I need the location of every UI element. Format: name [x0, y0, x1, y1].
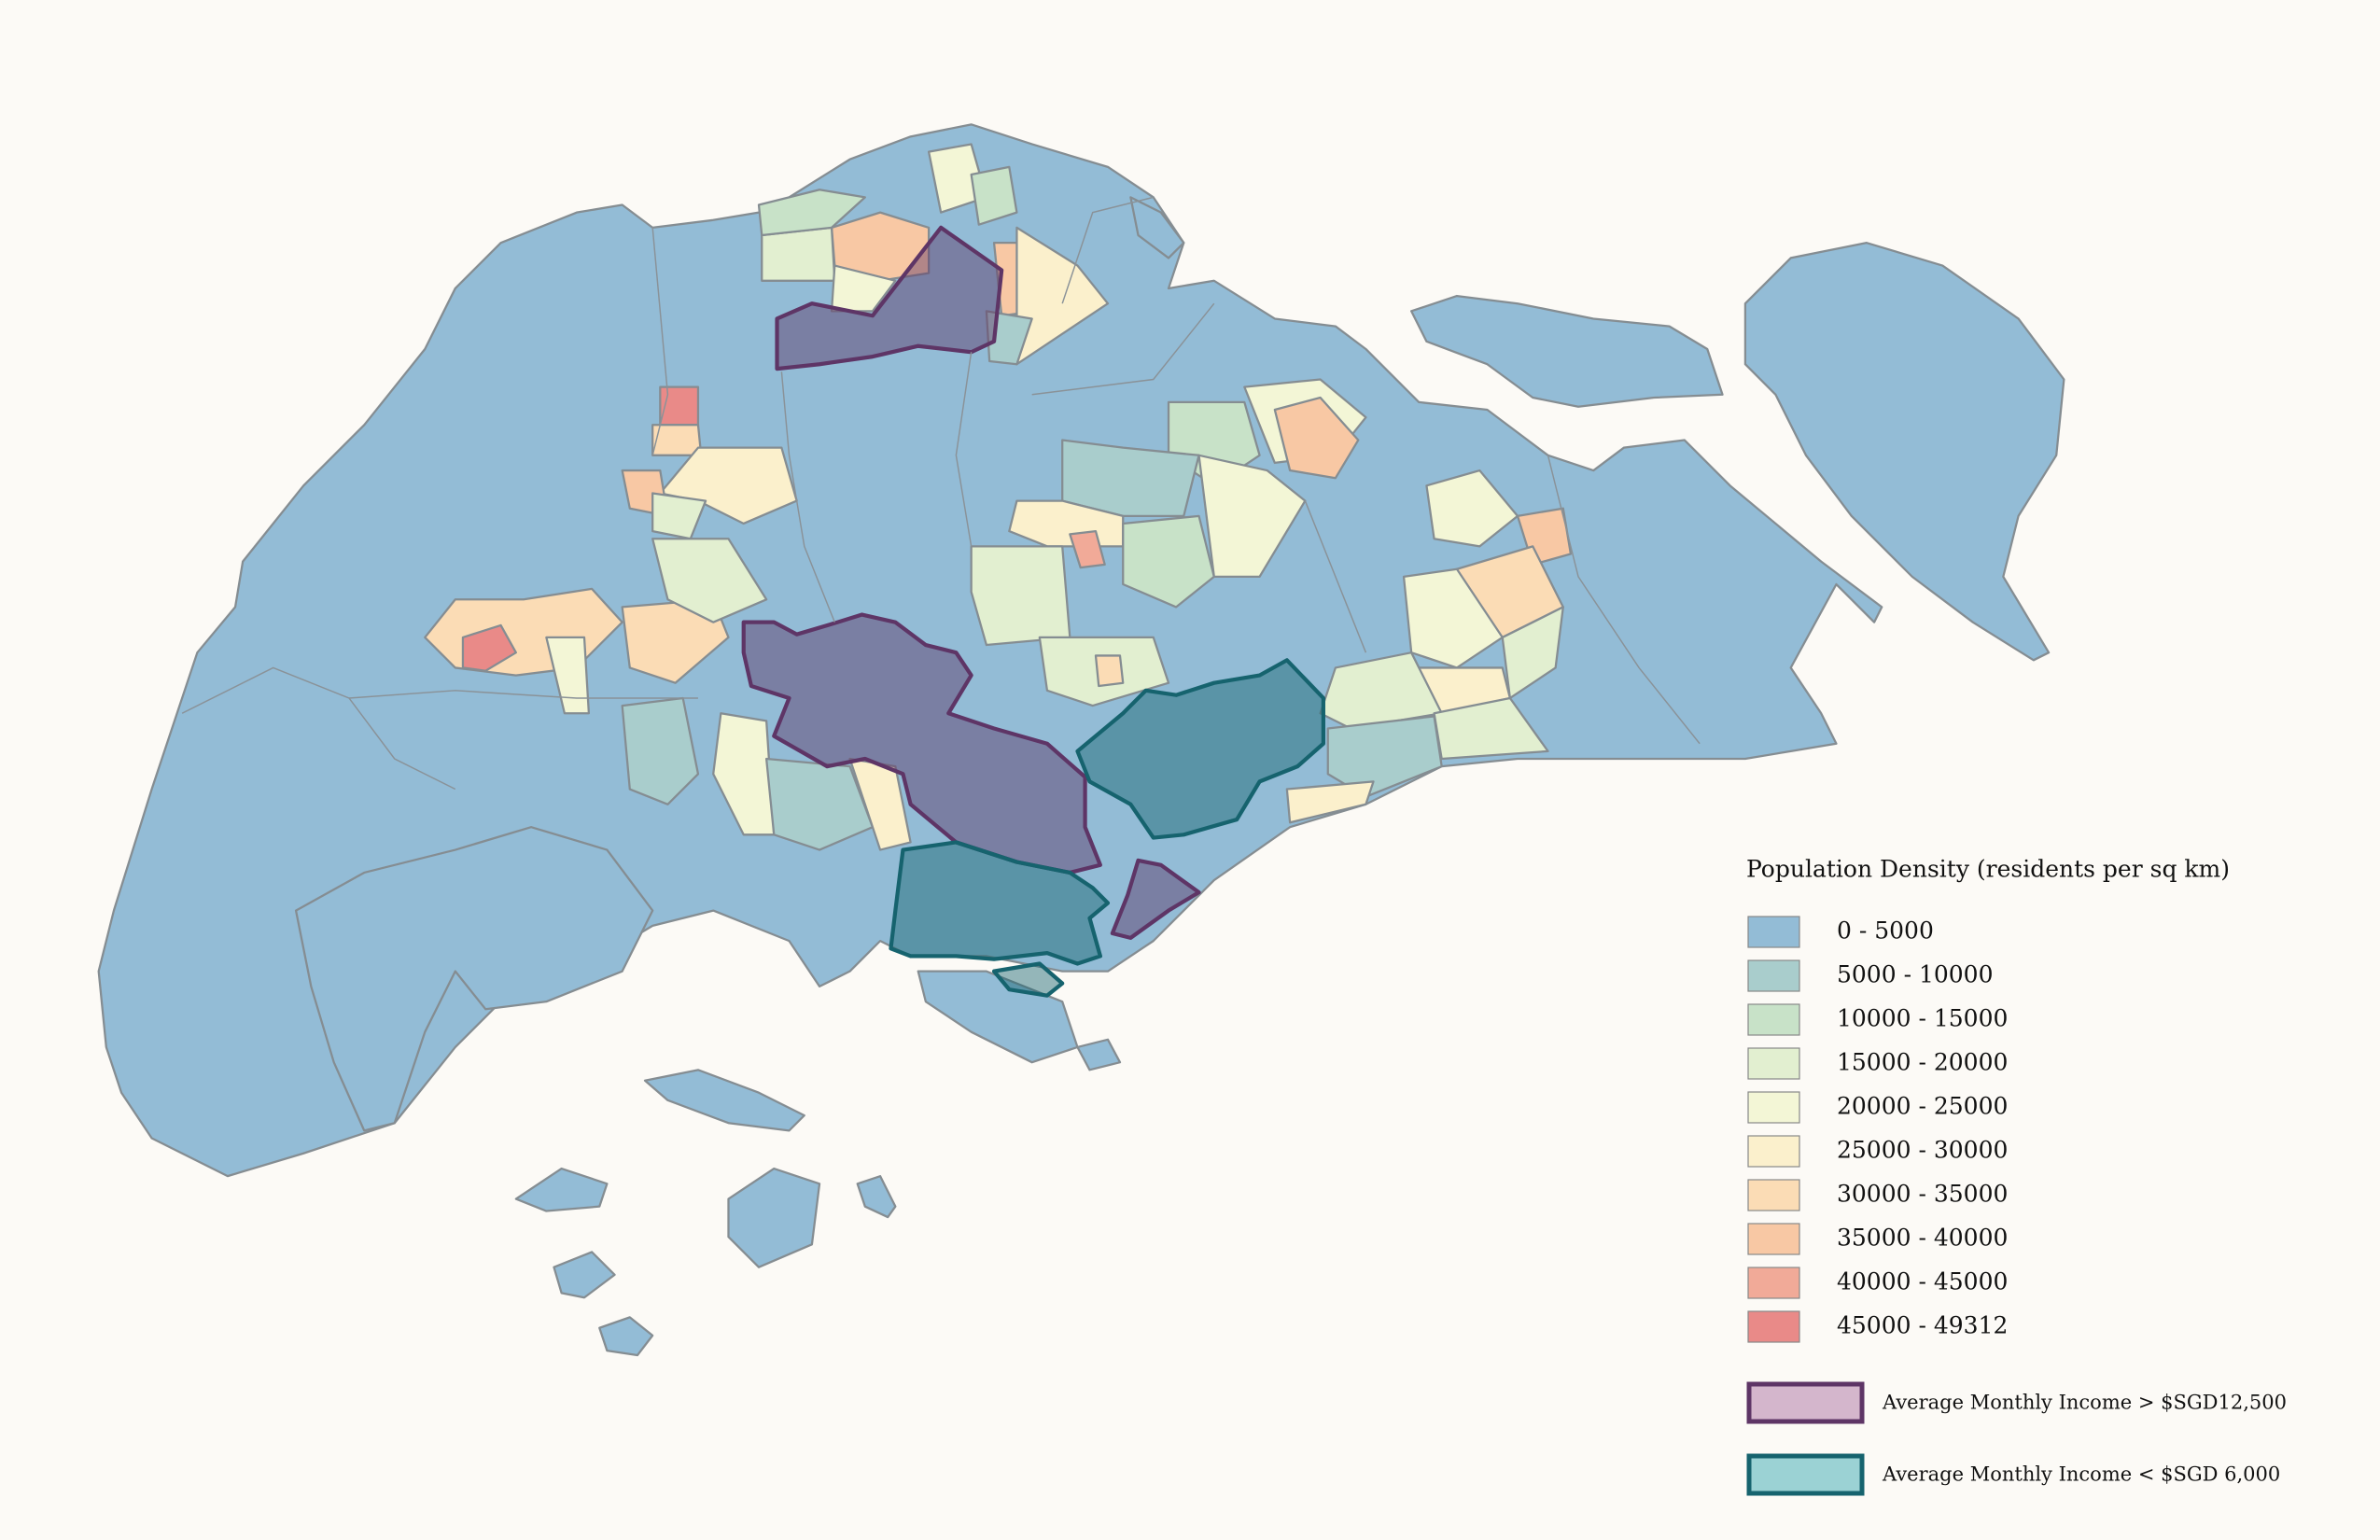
legend-label: 40000 - 45000 [1837, 1268, 2008, 1295]
district [761, 226, 836, 282]
legend-swatch [1747, 959, 1800, 992]
island [294, 826, 654, 1132]
district [1285, 780, 1375, 824]
legend-label: 35000 - 40000 [1837, 1225, 2008, 1252]
legend-label: 15000 - 20000 [1837, 1049, 2008, 1076]
income-label: Average Monthly Income > $SGD12,500 [1882, 1392, 2287, 1414]
legend-swatch [1747, 1003, 1800, 1036]
income-swatch [1746, 1381, 1865, 1424]
district [1501, 606, 1564, 700]
legend-label: 20000 - 25000 [1837, 1093, 2008, 1120]
district [830, 264, 897, 313]
district [712, 712, 776, 836]
district [1069, 529, 1106, 569]
legend-label: 25000 - 30000 [1837, 1137, 2008, 1164]
island [598, 1316, 654, 1357]
high-income-zone [741, 225, 1201, 940]
island [727, 1167, 821, 1268]
island [1076, 1038, 1122, 1071]
legend-label: 5000 - 10000 [1837, 961, 1994, 988]
legend-label: 45000 - 49312 [1837, 1312, 2008, 1339]
district [1197, 454, 1307, 579]
district [1326, 715, 1443, 798]
legend-label: 10000 - 15000 [1837, 1005, 2008, 1032]
legend-swatch [1747, 1223, 1800, 1255]
boundaries [181, 196, 1701, 791]
legend-label: 30000 - 35000 [1837, 1181, 2008, 1208]
legend-swatch [1747, 1091, 1800, 1124]
district [659, 385, 700, 427]
legend-swatch [1747, 1179, 1800, 1211]
legend: 0 - 5000 5000 - 10000 10000 - 15000 15000 -… [1746, 916, 2287, 1496]
district [621, 696, 700, 805]
district [1425, 469, 1519, 548]
district [970, 545, 1071, 647]
district [651, 538, 768, 623]
legend-title: Population Density (residents per sq km) [1746, 856, 2230, 883]
island [1129, 196, 1185, 259]
income-swatch [1746, 1453, 1865, 1496]
district [970, 165, 1018, 226]
district [1402, 567, 1504, 669]
district [461, 623, 517, 672]
island [514, 1167, 609, 1212]
low-income-zone [889, 658, 1325, 998]
island [856, 1175, 897, 1219]
district [1273, 396, 1360, 480]
island [1743, 242, 2065, 662]
legend-swatch [1747, 1047, 1800, 1080]
legend-swatch [1747, 1267, 1800, 1299]
island [553, 1251, 616, 1299]
map [97, 123, 2065, 1357]
island [1410, 294, 1724, 408]
island [643, 1069, 805, 1132]
district [651, 424, 703, 456]
legend-swatch [1747, 1310, 1800, 1343]
district [1094, 654, 1125, 688]
legend-swatch [1747, 1135, 1800, 1168]
district [757, 189, 866, 237]
legend-swatch [1747, 916, 1800, 948]
legend-label: 0 - 5000 [1837, 917, 1934, 945]
district [1122, 514, 1215, 609]
district [545, 636, 591, 715]
income-label: Average Monthly Income < $SGD 6,000 [1882, 1463, 2280, 1486]
